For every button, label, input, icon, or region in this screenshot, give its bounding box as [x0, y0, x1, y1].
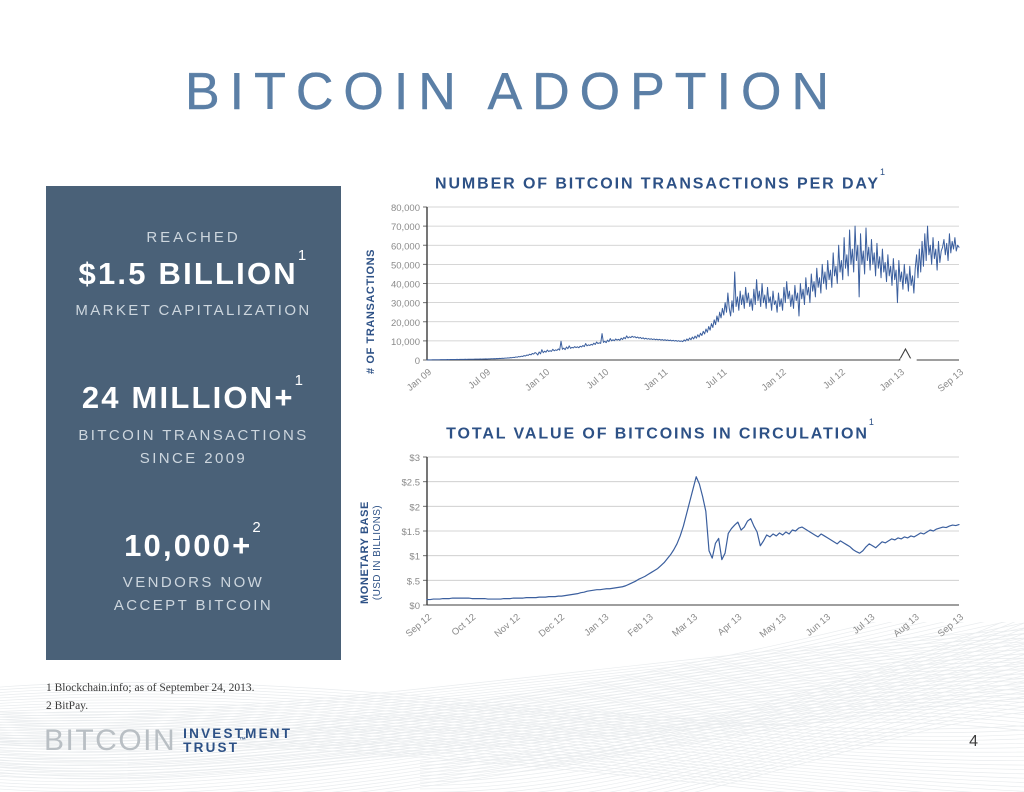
chart-title: TOTAL VALUE OF BITCOINS IN CIRCULATION1 — [355, 417, 965, 443]
svg-text:$3: $3 — [409, 453, 420, 464]
page-title: BITCOIN ADOPTION — [184, 63, 840, 121]
stat-value-text: 24 MILLION+ — [81, 380, 295, 416]
svg-text:Jul 11: Jul 11 — [704, 367, 730, 391]
chart-monetary-base: TOTAL VALUE OF BITCOINS IN CIRCULATION1 … — [355, 417, 966, 649]
chart-title-footnote: 1 — [879, 167, 885, 177]
footnote-2: 2 BitPay. — [46, 699, 89, 712]
svg-text:May 13: May 13 — [758, 612, 789, 640]
stat-caption: BITCOIN TRANSACTIONS SINCE 2009 — [78, 427, 309, 467]
axis-title-unit: (USD IN BILLIONS) — [372, 504, 383, 601]
stats-panel: REACHED $1.5 BILLION1 MARKET CAPITALIZAT… — [46, 186, 341, 660]
svg-text:40,000: 40,000 — [391, 280, 420, 291]
svg-text:0: 0 — [415, 356, 420, 367]
svg-text:Jan 10: Jan 10 — [523, 367, 552, 394]
stat-eyebrow: REACHED — [146, 228, 241, 246]
svg-text:Aug 13: Aug 13 — [891, 612, 921, 640]
svg-text:70,000: 70,000 — [391, 222, 420, 233]
svg-text:Feb 13: Feb 13 — [626, 612, 656, 639]
svg-text:60,000: 60,000 — [391, 242, 420, 253]
stat-value: $1.5 BILLION1 — [46, 247, 341, 292]
chart-y-axis-title: # OF TRANSACTIONS — [365, 248, 377, 374]
brand-logo: BITCOIN INVESTMENT TRUST™ — [44, 726, 292, 756]
footnote-1: 1 Blockchain.info; as of September 24, 2… — [46, 682, 255, 694]
svg-text:50,000: 50,000 — [391, 261, 420, 272]
chart-plot-area: $0 $.5 $1 $1.5 $2 $2.5 $3 Sep 12 Oct 12 Nov 12 Dec… — [355, 449, 966, 649]
svg-text:$1.5: $1.5 — [402, 527, 421, 538]
svg-text:30,000: 30,000 — [391, 299, 420, 310]
svg-text:$0: $0 — [409, 601, 420, 612]
svg-text:Sep 13: Sep 13 — [936, 612, 965, 640]
svg-text:Jan 13: Jan 13 — [878, 367, 907, 394]
stat-footnote-marker: 1 — [297, 247, 309, 265]
svg-text:Sep 13: Sep 13 — [936, 367, 965, 395]
svg-text:Jun 13: Jun 13 — [804, 612, 833, 639]
stat-caption: MARKET CAPITALIZATION — [75, 302, 312, 320]
svg-text:Sep 12: Sep 12 — [404, 612, 434, 640]
svg-text:Jan 11: Jan 11 — [642, 367, 670, 393]
svg-text:$2.5: $2.5 — [402, 478, 421, 489]
stat-footnote-marker: 1 — [294, 372, 306, 390]
svg-text:10,000: 10,000 — [391, 337, 420, 348]
trademark-symbol: ™ — [239, 736, 247, 744]
stat-value-text: $1.5 BILLION — [78, 255, 298, 291]
chart-title-footnote: 1 — [868, 417, 874, 427]
footnotes: 1 Blockchain.info; as of September 24, 2… — [46, 680, 255, 716]
chart-plot-area: 0 10,000 20,000 30,000 40,000 50,000 60,000 70,… — [355, 199, 965, 404]
svg-text:Jul 12: Jul 12 — [821, 367, 847, 392]
svg-text:Oct 12: Oct 12 — [450, 612, 479, 638]
svg-text:Jul 09: Jul 09 — [467, 367, 493, 392]
svg-text:Jul 10: Jul 10 — [585, 367, 611, 392]
chart-title-text: NUMBER OF BITCOIN TRANSACTIONS PER DAY — [435, 175, 880, 193]
chart-transactions-per-day: NUMBER OF BITCOIN TRANSACTIONS PER DAY1 … — [355, 167, 965, 409]
svg-text:20,000: 20,000 — [391, 318, 420, 329]
chart-svg: 0 10,000 20,000 30,000 40,000 50,000 60,000 70,… — [391, 203, 965, 395]
logo-line-trust: TRUST™ — [183, 737, 292, 755]
logo-line-investment: INVESTMENT — [183, 725, 293, 741]
svg-text:$2: $2 — [409, 503, 420, 514]
svg-text:Dec 12: Dec 12 — [537, 612, 567, 640]
svg-text:Jan 12: Jan 12 — [760, 367, 789, 394]
chart-y-axis-title: MONETARY BASE (USD IN BILLIONS) — [359, 501, 383, 604]
logo-bitcoin-word: BITCOIN — [44, 724, 177, 757]
stat-vendors: 10,000+2 VENDORS NOW ACCEPT BITCOIN — [46, 519, 341, 618]
stat-transactions: 24 MILLION+1 BITCOIN TRANSACTIONS SINCE 2… — [46, 372, 341, 470]
stat-value: 10,000+2 — [46, 519, 341, 564]
svg-text:Jan 13: Jan 13 — [582, 612, 611, 639]
stat-value-text: 10,000+ — [124, 527, 253, 563]
svg-text:$.5: $.5 — [407, 577, 420, 588]
svg-text:Nov 12: Nov 12 — [492, 612, 522, 640]
chart-title: NUMBER OF BITCOIN TRANSACTIONS PER DAY1 — [355, 167, 965, 193]
stat-market-cap: REACHED $1.5 BILLION1 MARKET CAPITALIZAT… — [46, 229, 341, 323]
stat-footnote-marker: 2 — [252, 519, 263, 537]
page-number: 4 — [969, 733, 978, 750]
svg-text:Mar 13: Mar 13 — [670, 612, 700, 639]
chart-title-text: TOTAL VALUE OF BITCOINS IN CIRCULATION — [446, 425, 869, 443]
svg-text:Apr 13: Apr 13 — [716, 612, 745, 638]
logo-investment-trust: INVESTMENT TRUST™ — [183, 725, 293, 755]
stat-caption: VENDORS NOW ACCEPT BITCOIN — [113, 574, 274, 614]
logo-trust-text: TRUST — [183, 740, 240, 755]
svg-text:$1: $1 — [409, 552, 420, 563]
svg-text:80,000: 80,000 — [391, 203, 420, 214]
svg-text:Jan 09: Jan 09 — [405, 367, 434, 394]
svg-text:Jul 13: Jul 13 — [851, 612, 877, 637]
chart-svg: $0 $.5 $1 $1.5 $2 $2.5 $3 Sep 12 Oct 12 Nov 12 Dec… — [402, 453, 966, 640]
axis-title-main: MONETARY BASE — [359, 501, 371, 604]
stat-value: 24 MILLION+1 — [46, 372, 341, 416]
